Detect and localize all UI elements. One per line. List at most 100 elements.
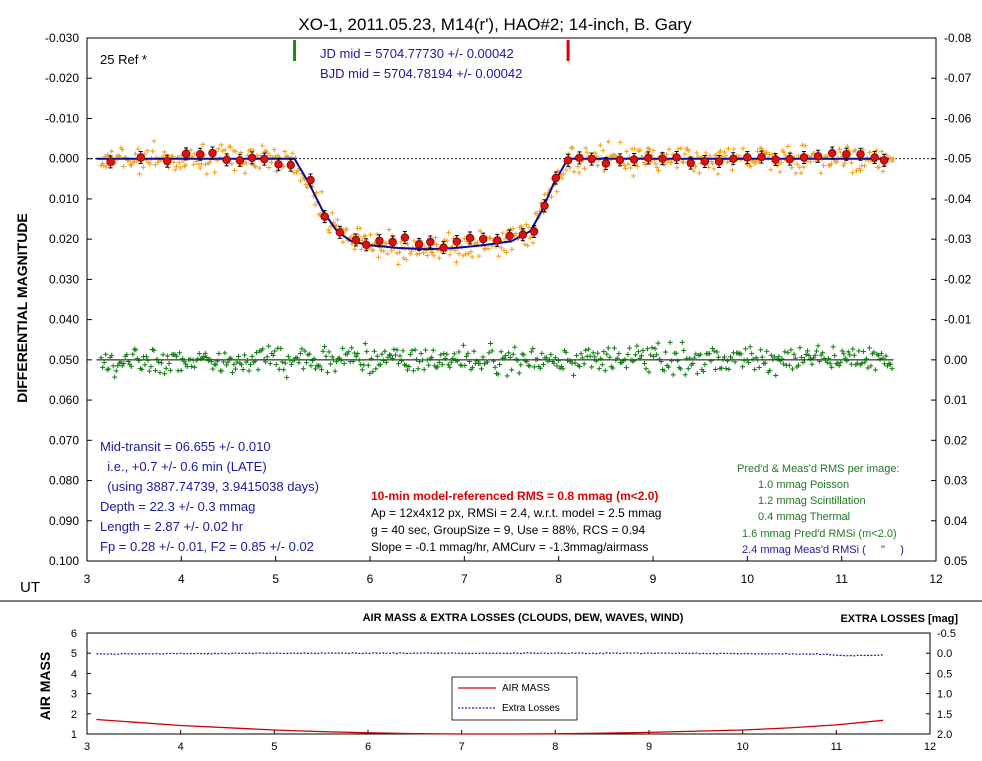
y2-tick-label: 0.02 [944,433,968,447]
y2-tick-label: -0.06 [944,111,972,125]
observation-point [801,164,807,170]
residual-point [128,364,134,370]
residual-point [374,353,380,359]
observation-point [131,159,137,165]
residual-point [510,351,516,357]
observation-point [476,253,482,259]
observation-point [303,182,309,188]
observation-point [431,253,437,259]
observation-point [197,165,203,171]
residual-point [308,363,314,369]
residual-point [312,366,318,372]
residual-point [219,368,225,374]
residual-point [847,352,853,358]
residual-point [379,351,385,357]
residual-point [340,345,346,351]
residual-point [740,364,746,370]
residual-point [279,359,285,365]
x-tick-label: 8 [552,741,558,753]
observation-point [144,148,150,154]
residual-point [814,348,820,354]
residual-point [101,359,107,365]
residual-point [626,345,632,351]
binned-point [439,241,448,255]
residual-point [302,348,308,354]
top-x-axis: 3 4 5 6 7 8 9 10 11 12 [84,556,943,586]
observation-point [121,163,127,169]
observation-point [867,149,873,155]
residual-point [270,352,276,358]
observation-point [358,246,364,252]
residual-point [248,362,254,368]
residual-point [712,366,718,372]
residual-point [451,351,457,357]
observation-point [655,168,661,174]
x-tick-label: 6 [367,572,374,586]
observation-point [344,227,350,233]
residual-point [220,359,226,365]
x-tick-label: 11 [835,572,848,586]
residual-point [109,352,115,358]
binned-point [426,235,435,249]
binned-point [856,147,865,161]
residual-point [586,346,592,352]
observation-point [666,146,672,152]
residual-point [394,347,400,353]
observation-point [650,147,656,153]
y-tick-label: 0.070 [49,433,79,447]
y-tick-label: 2 [71,709,77,721]
observation-point [374,231,380,237]
observation-point [360,238,366,244]
binned-point [828,146,837,160]
residual-point [160,352,166,358]
binned-point [658,152,667,166]
y2-tick-label: 0.5 [937,668,952,680]
residual-point [863,356,869,362]
residual-point [670,372,676,378]
observation-point [233,149,239,155]
residual-point [450,355,456,361]
residual-point [157,370,163,376]
observation-point [534,211,540,217]
residual-point [815,343,821,349]
binned-point [813,149,823,163]
residual-point [649,345,655,351]
extra-losses-axis-title: EXTRA LOSSES [mag] [840,613,958,625]
residual-point [806,353,812,359]
observation-point [485,246,491,252]
observation-point [206,159,212,165]
observation-point [375,254,381,260]
residual-point [817,358,823,364]
residual-point [675,358,681,364]
observation-point [782,152,788,158]
residual-point [583,347,589,353]
observation-point [135,146,141,152]
info-line: Mid-transit = 06.655 +/- 0.010 [100,439,271,454]
residual-point [622,356,628,362]
residual-point [444,351,450,357]
residual-point [652,346,658,352]
y2-tick-label: 0.0 [937,648,952,660]
residual-point [240,367,246,373]
x-tick-label: 6 [365,741,371,753]
residual-point [758,347,764,353]
residual-point [284,374,290,380]
residual-point [577,364,583,370]
residual-point [702,361,708,367]
observation-point [381,248,387,254]
residual-point [690,361,696,367]
binned-point [479,232,488,246]
binned-point [375,234,384,248]
observation-point [764,149,770,155]
extra-losses-line [96,652,884,657]
residual-point [361,362,367,368]
residual-point [788,347,794,353]
observation-point [232,168,238,174]
observation-point [848,160,854,166]
residual-point [317,363,323,369]
observation-point [840,163,846,169]
residual-point [267,361,273,367]
observation-point [395,262,401,268]
binned-point [351,233,361,247]
